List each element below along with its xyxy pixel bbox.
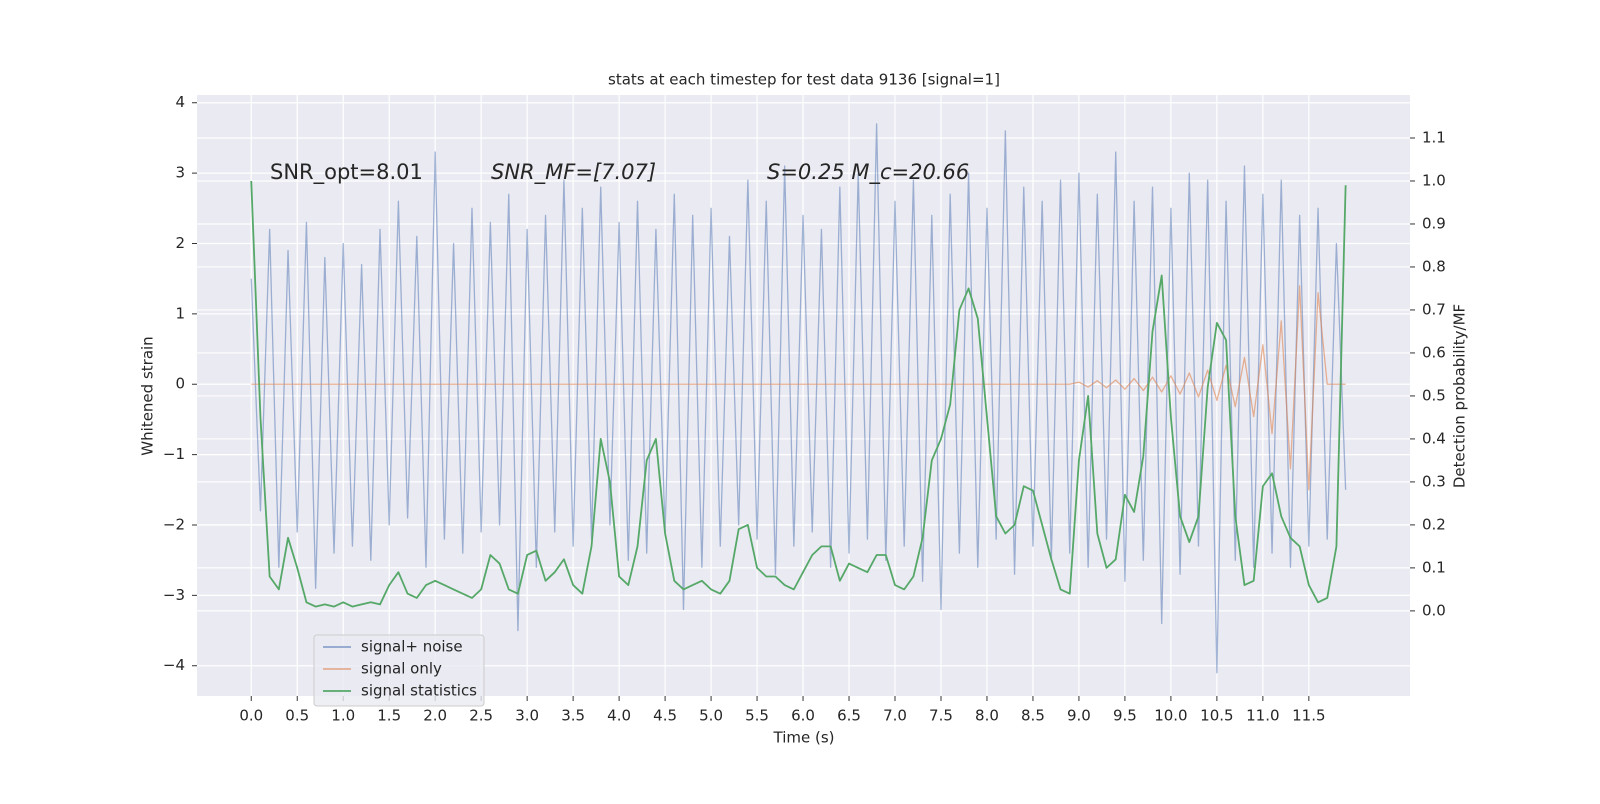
legend-label: signal+ noise <box>361 638 463 656</box>
y2-tick-label: 0.5 <box>1422 386 1446 404</box>
y-tick-label: −1 <box>163 445 185 463</box>
y-tick-label: 0 <box>175 375 185 393</box>
x-tick-label: 0.0 <box>239 707 263 725</box>
y2-tick-label: 0.4 <box>1422 429 1446 447</box>
y-tick-label: 4 <box>175 93 185 111</box>
legend-box <box>313 634 485 707</box>
y2-tick-label: 0.6 <box>1422 343 1446 361</box>
y2-tick-label: 0.0 <box>1422 601 1446 619</box>
x-tick-label: 6.5 <box>837 707 861 725</box>
x-tick-label: 5.5 <box>745 707 769 725</box>
y2-tick-label: 0.3 <box>1422 472 1446 490</box>
y2-axis-label: Detection probability/MF <box>1451 304 1469 488</box>
x-tick-label: 5.0 <box>699 707 723 725</box>
series-line <box>251 285 1346 491</box>
legend-label: signal statistics <box>361 682 477 700</box>
x-tick-label: 10.5 <box>1200 707 1233 725</box>
y-tick-label: −2 <box>163 515 185 533</box>
y2-tick-label: 1.0 <box>1422 171 1446 189</box>
x-tick-label: 9.0 <box>1067 707 1091 725</box>
annotation: SNR_MF=[7.07] <box>491 160 656 185</box>
x-tick-label: 9.5 <box>1113 707 1137 725</box>
y2-tick-label: 0.1 <box>1422 558 1446 576</box>
y2-tick-label: 1.1 <box>1422 128 1446 146</box>
x-tick-label: 2.0 <box>423 707 447 725</box>
x-tick-label: 4.0 <box>607 707 631 725</box>
x-tick-label: 11.5 <box>1292 707 1325 725</box>
series-line <box>250 123 1347 674</box>
y2-tick-label: 0.7 <box>1422 300 1446 318</box>
annotation: SNR_opt=8.01 <box>270 160 423 185</box>
legend: signal+ noise signal only signal statistic… <box>313 634 485 707</box>
x-tick-label: 8.5 <box>1021 707 1045 725</box>
x-tick-label: 8.0 <box>975 707 999 725</box>
y-tick-label: −3 <box>163 586 185 604</box>
x-tick-label: 7.5 <box>929 707 953 725</box>
y-tick-label: 3 <box>175 164 185 182</box>
x-tick-label: 11.0 <box>1246 707 1279 725</box>
x-tick-label: 3.0 <box>515 707 539 725</box>
x-tick-label: 6.0 <box>791 707 815 725</box>
chart-title: stats at each timestep for test data 913… <box>608 71 1000 89</box>
y-axis-label: Whitened strain <box>139 336 157 455</box>
x-tick-label: 10.0 <box>1154 707 1187 725</box>
x-tick-label: 2.5 <box>469 707 493 725</box>
x-tick-label: 0.5 <box>285 707 309 725</box>
y-tick-label: −4 <box>163 656 185 674</box>
y-tick-label: 1 <box>175 304 185 322</box>
x-tick-label: 7.0 <box>883 707 907 725</box>
x-tick-label: 4.5 <box>653 707 677 725</box>
x-axis-label: Time (s) <box>773 729 835 747</box>
y2-tick-label: 0.2 <box>1422 515 1446 533</box>
legend-label: signal only <box>361 660 442 678</box>
x-tick-label: 3.5 <box>561 707 585 725</box>
y2-tick-label: 0.9 <box>1422 214 1446 232</box>
y2-tick-label: 0.8 <box>1422 257 1446 275</box>
y-tick-label: 2 <box>175 234 185 252</box>
x-tick-label: 1.0 <box>331 707 355 725</box>
x-tick-label: 1.5 <box>377 707 401 725</box>
series-line <box>250 180 1347 608</box>
annotation: S=0.25 M_c=20.66 <box>767 160 969 185</box>
